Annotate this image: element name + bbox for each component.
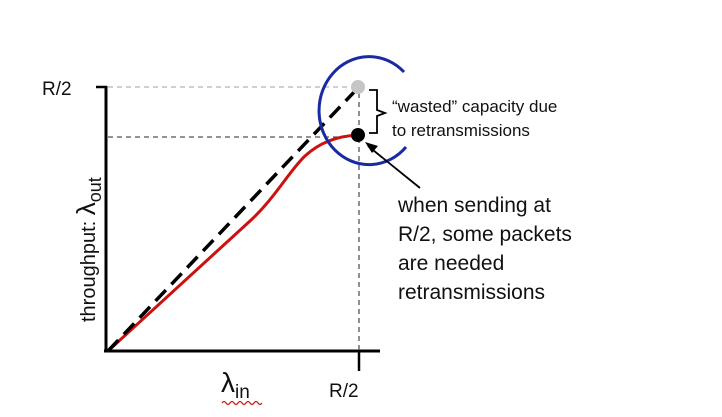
- y-axis-label-prefix: throughput:: [78, 215, 100, 322]
- annotation-arrow: [367, 145, 421, 189]
- x-axis-lambda-subscript: in: [235, 382, 250, 403]
- ideal-throughput-line: [106, 88, 358, 353]
- x-axis-tick-label: R/2: [329, 381, 359, 402]
- x-axis-lambda: λ: [221, 367, 235, 398]
- y-axis-label: throughput: λout: [71, 177, 105, 322]
- actual-max-point: [351, 128, 365, 142]
- x-axis-label-squiggle: [221, 400, 263, 406]
- sending-note-line4: retransmissions: [398, 281, 545, 304]
- sending-note-line3: are needed: [398, 252, 504, 275]
- wasted-capacity-label-line2: to retransmissions: [392, 121, 530, 140]
- annotation-arrowhead: [365, 142, 378, 153]
- y-axis-lambda-subscript: out: [85, 177, 105, 202]
- y-axis-tick-label: R/2: [42, 79, 72, 100]
- sending-note-line1: when sending at: [397, 194, 551, 217]
- actual-throughput-curve: [106, 133, 359, 353]
- highlight-circle: [317, 55, 408, 167]
- x-axis-label: λin: [221, 367, 250, 403]
- sending-note-line2: R/2, some packets: [398, 223, 572, 246]
- ideal-max-point: [351, 80, 365, 94]
- wasted-capacity-bracket: [369, 89, 388, 134]
- wasted-capacity-label-line1: “wasted” capacity due: [392, 97, 557, 116]
- y-axis-lambda: λ: [71, 202, 101, 215]
